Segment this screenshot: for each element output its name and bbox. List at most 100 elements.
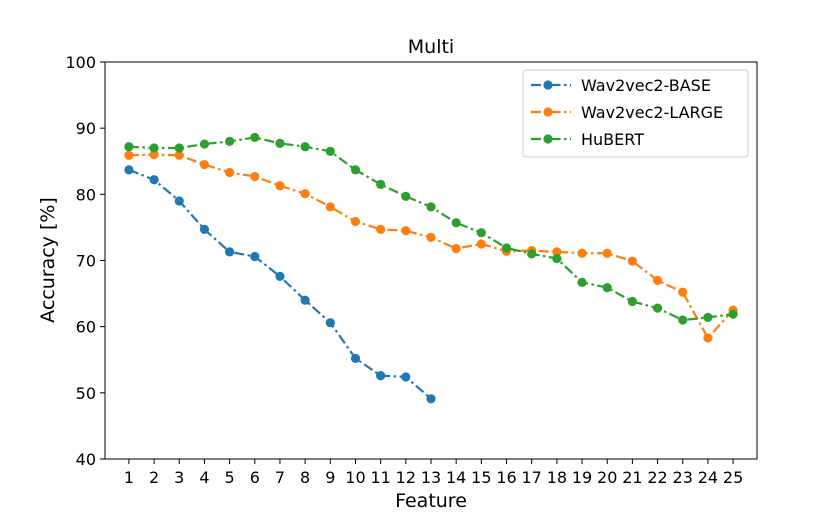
data-point-wav2vec2-large bbox=[627, 256, 637, 266]
legend-label-hubert: HuBERT bbox=[581, 130, 644, 149]
x-tick-label: 24 bbox=[698, 468, 718, 487]
x-tick-label: 20 bbox=[597, 468, 617, 487]
x-tick-label: 5 bbox=[225, 468, 235, 487]
y-tick-label: 40 bbox=[76, 450, 96, 469]
x-tick-label: 19 bbox=[572, 468, 592, 487]
data-point-hubert bbox=[527, 249, 537, 259]
data-point-wav2vec2-base bbox=[300, 295, 310, 305]
data-point-wav2vec2-large bbox=[476, 239, 486, 249]
y-tick-label: 60 bbox=[76, 318, 96, 337]
data-point-hubert bbox=[703, 312, 713, 323]
data-point-hubert bbox=[728, 309, 738, 319]
data-point-wav2vec2-base bbox=[275, 271, 285, 281]
data-point-wav2vec2-base bbox=[199, 224, 210, 235]
data-point-hubert bbox=[451, 218, 461, 228]
data-point-wav2vec2-base bbox=[325, 318, 335, 328]
data-point-wav2vec2-large bbox=[124, 150, 134, 160]
x-tick-label: 16 bbox=[496, 468, 516, 487]
data-point-hubert bbox=[149, 143, 159, 153]
data-point-wav2vec2-large bbox=[602, 248, 612, 258]
data-point-hubert bbox=[275, 138, 285, 148]
x-tick-label: 4 bbox=[199, 468, 209, 487]
data-point-hubert bbox=[325, 146, 335, 156]
x-tick-label: 9 bbox=[325, 468, 335, 487]
x-tick-label: 3 bbox=[174, 468, 184, 487]
data-point-hubert bbox=[199, 139, 210, 149]
data-point-hubert bbox=[124, 142, 134, 152]
data-point-hubert bbox=[678, 315, 688, 325]
data-point-wav2vec2-large bbox=[174, 150, 184, 160]
data-point-wav2vec2-large bbox=[426, 232, 436, 242]
data-point-wav2vec2-base bbox=[250, 251, 260, 262]
y-tick-label: 90 bbox=[76, 119, 96, 138]
x-tick-label: 23 bbox=[673, 468, 693, 487]
x-tick-label: 22 bbox=[647, 468, 667, 487]
data-point-wav2vec2-large bbox=[350, 216, 361, 227]
legend-label-wav2vec2-base: Wav2vec2-BASE bbox=[581, 76, 711, 95]
y-tick-label: 100 bbox=[65, 53, 96, 72]
y-tick-label: 80 bbox=[76, 185, 96, 204]
x-tick-label: 10 bbox=[345, 468, 365, 487]
data-point-hubert bbox=[501, 243, 512, 253]
x-tick-label: 7 bbox=[275, 468, 285, 487]
data-point-hubert bbox=[577, 277, 587, 287]
data-point-hubert bbox=[401, 191, 411, 201]
data-point-hubert bbox=[652, 303, 663, 313]
x-tick-label: 18 bbox=[547, 468, 567, 487]
data-point-hubert bbox=[552, 253, 562, 264]
legend-box bbox=[522, 69, 749, 158]
data-point-hubert bbox=[300, 142, 310, 152]
x-tick-label: 1 bbox=[124, 468, 134, 487]
x-tick-label: 13 bbox=[421, 468, 441, 487]
data-point-wav2vec2-base bbox=[376, 371, 386, 381]
data-point-hubert bbox=[376, 179, 386, 190]
data-point-wav2vec2-large bbox=[199, 159, 210, 170]
legend-marker-wav2vec2-base bbox=[543, 80, 553, 90]
data-point-hubert bbox=[225, 136, 235, 146]
x-tick-label: 21 bbox=[622, 468, 642, 487]
data-point-wav2vec2-large bbox=[552, 247, 562, 257]
data-point-wav2vec2-large bbox=[300, 189, 310, 199]
x-tick-label: 14 bbox=[446, 468, 466, 487]
data-point-wav2vec2-base bbox=[174, 196, 184, 206]
y-tick-label: 50 bbox=[76, 384, 96, 403]
x-tick-label: 17 bbox=[522, 468, 542, 487]
data-point-wav2vec2-large bbox=[225, 167, 235, 178]
data-point-hubert bbox=[602, 283, 612, 293]
data-point-hubert bbox=[174, 143, 184, 153]
data-point-wav2vec2-large bbox=[401, 226, 411, 236]
data-point-wav2vec2-base bbox=[401, 372, 411, 382]
data-point-wav2vec2-large bbox=[376, 224, 386, 235]
legend-marker-hubert bbox=[543, 134, 553, 144]
x-tick-label: 15 bbox=[471, 468, 491, 487]
x-axis-label: Feature bbox=[395, 490, 467, 512]
data-point-wav2vec2-large bbox=[678, 287, 688, 297]
y-axis-label: Accuracy [%] bbox=[37, 197, 59, 323]
data-point-hubert bbox=[627, 296, 637, 307]
data-point-hubert bbox=[426, 202, 436, 212]
chart-title: Multi bbox=[408, 36, 454, 58]
data-point-wav2vec2-large bbox=[325, 202, 335, 212]
data-point-wav2vec2-base bbox=[426, 394, 436, 404]
data-point-wav2vec2-large bbox=[275, 181, 285, 191]
data-point-wav2vec2-base bbox=[124, 165, 134, 175]
x-tick-label: 12 bbox=[396, 468, 416, 487]
data-point-hubert bbox=[350, 165, 361, 175]
x-tick-label: 11 bbox=[370, 468, 390, 487]
legend-marker-wav2vec2-large bbox=[543, 107, 553, 117]
legend: Wav2vec2-BASE Wav2vec2-LARGE HuBERT bbox=[522, 69, 749, 158]
series-layer bbox=[124, 132, 738, 404]
y-axis: 40 50 60 70 80 90 100 bbox=[65, 53, 105, 469]
data-point-wav2vec2-base bbox=[149, 175, 159, 185]
data-point-wav2vec2-large bbox=[451, 243, 461, 254]
x-axis: 1 2 3 4 5 6 7 8 9 10 11 12 13 14 15 16 17 18 19 20 21 22 23 24 2… bbox=[124, 459, 743, 487]
x-tick-label: 6 bbox=[250, 468, 260, 487]
data-point-wav2vec2-large bbox=[250, 171, 260, 182]
x-tick-label: 8 bbox=[300, 468, 310, 487]
data-point-wav2vec2-base bbox=[350, 353, 361, 364]
legend-label-wav2vec2-large: Wav2vec2-LARGE bbox=[581, 103, 723, 122]
data-point-wav2vec2-large bbox=[149, 150, 159, 160]
data-point-hubert bbox=[476, 228, 486, 238]
data-point-wav2vec2-base bbox=[225, 247, 235, 257]
